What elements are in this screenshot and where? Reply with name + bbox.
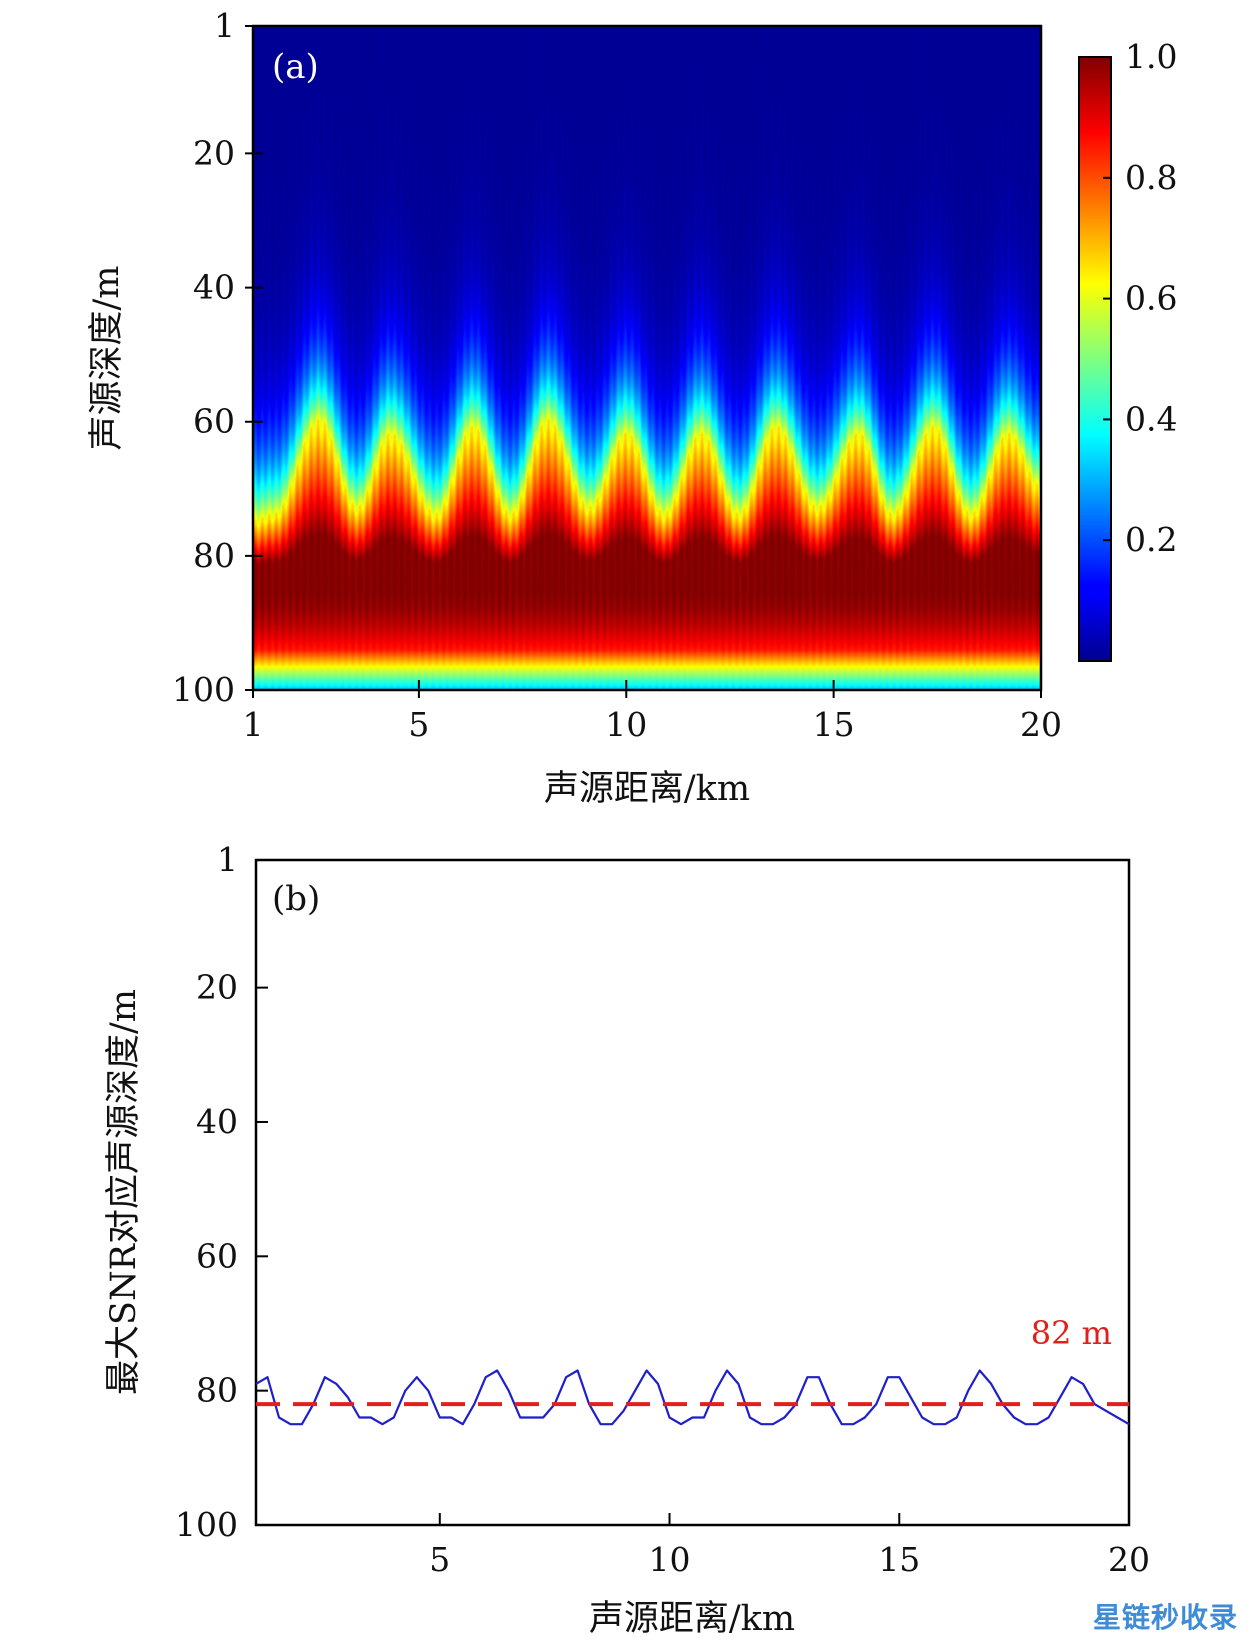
colorbar-tick-label: 1.0 bbox=[1125, 37, 1177, 76]
line-y-tick-label: 20 bbox=[196, 968, 238, 1007]
heatmap-y-tick-label: 20 bbox=[193, 133, 235, 172]
heatmap-y-tick-label: 80 bbox=[193, 536, 235, 575]
heatmap-y-ticks: 1 20 40 60 80 100 bbox=[172, 6, 263, 709]
heatmap-frame bbox=[251, 24, 1043, 692]
line-y-ticks: 1 20 40 60 80 100 bbox=[175, 840, 268, 1544]
heatmap-x-tick-label: 1 bbox=[243, 705, 264, 744]
threshold-annotation: 82 m bbox=[1031, 1314, 1112, 1352]
line-y-tick-label: 80 bbox=[196, 1371, 238, 1410]
colorbar bbox=[1078, 56, 1112, 662]
heatmap-plot-area bbox=[253, 26, 1041, 690]
heatmap-y-tick-label: 100 bbox=[172, 670, 235, 709]
colorbar-tick-label: 0.6 bbox=[1125, 279, 1177, 318]
colorbar-tick-label: 0.4 bbox=[1125, 399, 1177, 438]
heatmap-x-axis-title: 声源距离/km bbox=[544, 769, 750, 809]
heatmap-y-tick-label: 40 bbox=[193, 268, 235, 307]
panel-a-label: (a) bbox=[272, 47, 319, 87]
heatmap-x-tick-label: 10 bbox=[605, 705, 647, 744]
line-x-tick-label: 15 bbox=[878, 1540, 920, 1579]
line-y-tick-label: 60 bbox=[196, 1236, 238, 1275]
line-y-tick-label: 40 bbox=[196, 1102, 238, 1141]
line-x-tick-label: 10 bbox=[649, 1540, 691, 1579]
line-x-tick-label: 5 bbox=[429, 1540, 450, 1579]
panel-b-label: (b) bbox=[272, 879, 320, 919]
heatmap-x-tick-label: 5 bbox=[408, 705, 429, 744]
panel-b: 1 20 40 60 80 100 5 10 15 20 (b) 82 m 声源距离/km 最大… bbox=[104, 840, 1150, 1639]
line-series-group bbox=[255, 1369, 1130, 1426]
heatmap-x-tick-label: 15 bbox=[813, 705, 855, 744]
watermark-logo: 星链秒收录 bbox=[1092, 1601, 1238, 1634]
line-y-tick-label: 1 bbox=[217, 840, 238, 879]
line-y-tick-label: 100 bbox=[175, 1505, 238, 1544]
line-y-axis-title: 最大SNR对应声源深度/m bbox=[104, 989, 144, 1395]
depth-series-line bbox=[255, 1369, 1130, 1426]
heatmap-y-axis-title: 声源深度/m bbox=[87, 266, 127, 451]
line-x-ticks: 5 10 15 20 bbox=[429, 1513, 1150, 1579]
line-x-axis-title: 声源距离/km bbox=[589, 1599, 795, 1639]
line-x-tick-label: 20 bbox=[1108, 1540, 1150, 1579]
colorbar-ticks: 0.2 0.4 0.6 0.8 1.0 bbox=[1103, 37, 1177, 559]
heatmap-y-tick-label: 60 bbox=[193, 402, 235, 441]
heatmap-y-tick-label: 1 bbox=[214, 6, 235, 45]
line-plot-frame bbox=[254, 858, 1131, 1527]
heatmap-x-ticks: 1 5 10 15 20 bbox=[243, 680, 1062, 744]
colorbar-tick-label: 0.8 bbox=[1125, 158, 1177, 197]
heatmap-x-tick-label: 20 bbox=[1020, 705, 1062, 744]
colorbar-tick-label: 0.2 bbox=[1125, 520, 1177, 559]
